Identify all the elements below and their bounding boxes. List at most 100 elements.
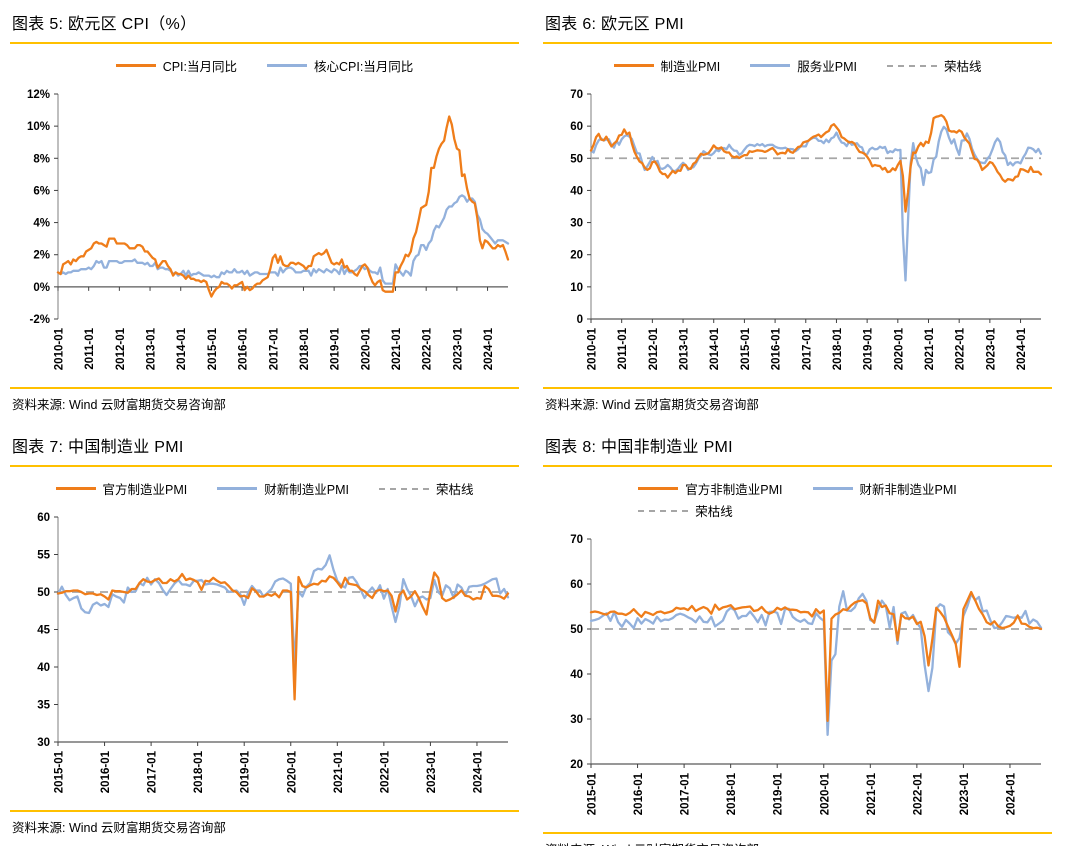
x-axis-tick-label: 2010-01 — [54, 327, 66, 370]
y-axis-tick-label: 30 — [570, 218, 583, 230]
figure5-title: 图表 5: 欧元区 CPI（%） — [12, 16, 197, 33]
panel-figure8: 图表 8: 中国非制造业 PMI 官方非制造业PMI 财新非制造业PMI 荣枯线 2… — [533, 423, 1066, 846]
x-axis-tick-label: 2021-01 — [866, 772, 878, 815]
figure6-chart: 0 10 20 30 40 50 60 70 2010-01 2011-01 2012-01 2013… — [543, 80, 1052, 387]
y-axis-tick-label: 6% — [33, 185, 50, 197]
series-line — [56, 194, 510, 285]
figure7-title-underline — [10, 465, 519, 467]
figure6-chart-canvas: 0 10 20 30 40 50 60 70 2010-01 2011-01 2012-01 2013… — [570, 89, 1043, 370]
figure8-source: 资料来源: Wind 云财富期货交易咨询部 — [543, 834, 1052, 846]
figure6-source: 资料来源: Wind 云财富期货交易咨询部 — [545, 398, 759, 412]
legend-row: CPI:当月同比 核心CPI:当月同比 — [115, 56, 413, 75]
legend-label: 官方非制造业PMI — [685, 483, 783, 497]
y-axis-tick-label: 0 — [577, 314, 583, 326]
figure5-chart: -2% 0% 2% 4% 6% 8% 10% 12% 2010-01 2011-01 2012-01… — [10, 80, 519, 387]
y-axis-tick-label: 55 — [37, 550, 50, 562]
y-axis-tick-label: 4% — [33, 218, 50, 230]
x-axis-tick-label: 2018-01 — [726, 772, 738, 815]
legend-item: 官方制造业PMI — [55, 479, 188, 498]
x-axis-tick-label: 2018-01 — [299, 327, 311, 370]
figure6-legend: 制造业PMI 服务业PMI 荣枯线 — [613, 53, 981, 78]
x-axis-tick-label: 2015-01 — [587, 772, 599, 815]
x-axis-tick-label: 2020-01 — [360, 327, 372, 370]
figure8-chart-canvas: 20 30 40 50 60 70 2015-01 2016-01 2017-01 2018-01… — [570, 534, 1043, 815]
y-axis-tick-label: 50 — [37, 587, 50, 599]
legend-item: 官方非制造业PMI — [638, 479, 783, 498]
legend-row: 制造业PMI 服务业PMI 荣枯线 — [613, 56, 981, 75]
x-axis-tick-label: 2014-01 — [709, 327, 721, 370]
figure8-title-underline — [543, 465, 1052, 467]
line-swatch — [115, 64, 156, 67]
x-axis-tick-label: 2017-01 — [147, 750, 159, 793]
x-axis-tick-label: 2024-01 — [472, 750, 484, 793]
x-axis-tick-label: 2019-01 — [330, 327, 342, 370]
line-swatch — [217, 487, 258, 490]
line-swatch — [750, 64, 791, 67]
x-axis-tick-label: 2021-01 — [391, 327, 403, 370]
y-axis-tick-label: 50 — [570, 153, 583, 165]
legend-label: 官方制造业PMI — [102, 483, 188, 497]
line-swatch — [613, 64, 654, 67]
y-axis-tick-label: -2% — [30, 314, 50, 326]
legend-item: 制造业PMI — [613, 56, 720, 75]
x-axis-tick-label: 2018-01 — [193, 750, 205, 793]
series-line — [589, 590, 1043, 722]
legend-row: 官方制造业PMI 财新制造业PMI 荣枯线 — [55, 479, 474, 498]
x-axis-tick-label: 2023-01 — [426, 750, 438, 793]
series-line — [56, 571, 510, 701]
y-axis-tick-label: 30 — [37, 737, 50, 749]
x-axis-tick-label: 2022-01 — [955, 327, 967, 370]
series-line — [589, 590, 1043, 736]
x-axis-tick-label: 2022-01 — [912, 772, 924, 815]
legend-item: 财新非制造业PMI — [812, 479, 957, 498]
figure5-legend: CPI:当月同比 核心CPI:当月同比 — [115, 53, 413, 78]
figure5-chart-canvas: -2% 0% 2% 4% 6% 8% 10% 12% 2010-01 2011-01 2012-01… — [27, 89, 510, 370]
panel-figure5: 图表 5: 欧元区 CPI（%） CPI:当月同比 核心CPI:当月同比 -2% 0… — [0, 0, 533, 423]
x-axis-tick-label: 2012-01 — [115, 327, 127, 370]
y-axis-tick-label: 12% — [27, 89, 50, 101]
legend-item: 服务业PMI — [750, 56, 857, 75]
x-axis-tick-label: 2015-01 — [54, 750, 66, 793]
x-axis-tick-label: 2024-01 — [1016, 327, 1028, 370]
y-axis-tick-label: 30 — [570, 714, 583, 726]
figure6-title: 图表 6: 欧元区 PMI — [545, 16, 685, 33]
series-line — [56, 115, 510, 298]
y-axis-tick-label: 50 — [570, 624, 583, 636]
figure6-source-rule — [543, 387, 1052, 389]
figure5-source-rule — [10, 387, 519, 389]
x-axis-tick-label: 2022-01 — [422, 327, 434, 370]
legend-label: 荣枯线 — [435, 483, 474, 497]
y-axis-tick-label: 20 — [570, 759, 583, 771]
dashed-line-swatch — [638, 509, 689, 512]
x-axis-tick-label: 2022-01 — [379, 750, 391, 793]
x-axis-tick-label: 2011-01 — [617, 327, 629, 369]
legend-item: 荣枯线 — [378, 479, 474, 498]
x-axis-tick-label: 2020-01 — [893, 327, 905, 370]
y-axis-tick-label: 60 — [570, 121, 583, 133]
x-axis-tick-label: 2024-01 — [483, 327, 495, 370]
figure5-source: 资料来源: Wind 云财富期货交易咨询部 — [12, 398, 226, 412]
x-axis-tick-label: 2013-01 — [679, 327, 691, 370]
x-axis-tick-label: 2019-01 — [863, 327, 875, 370]
x-axis-tick-label: 2016-01 — [633, 772, 645, 815]
y-axis-tick-label: 0% — [33, 282, 50, 294]
figure7-title: 图表 7: 中国制造业 PMI — [12, 439, 184, 456]
x-axis-tick-label: 2019-01 — [773, 772, 785, 815]
x-axis-tick-label: 2018-01 — [832, 327, 844, 370]
x-axis-tick-label: 2015-01 — [207, 327, 219, 370]
y-axis-tick-label: 2% — [33, 250, 50, 262]
y-axis-tick-label: 10% — [27, 121, 50, 133]
figure8-legend: 官方非制造业PMI 财新非制造业PMI 荣枯线 — [638, 476, 957, 523]
x-axis-tick-label: 2017-01 — [801, 327, 813, 370]
legend-label: 财新制造业PMI — [264, 483, 349, 497]
line-swatch — [55, 487, 96, 490]
x-axis-tick-label: 2014-01 — [176, 327, 188, 370]
panel-figure7: 图表 7: 中国制造业 PMI 官方制造业PMI 财新制造业PMI 荣枯线 30 35… — [0, 423, 533, 846]
y-axis-tick-label: 8% — [33, 153, 50, 165]
x-axis-tick-label: 2017-01 — [680, 772, 692, 815]
figure8-chart: 20 30 40 50 60 70 2015-01 2016-01 2017-01 2018-01… — [543, 525, 1052, 832]
figure7-source-rule — [10, 810, 519, 812]
x-axis-tick-label: 2020-01 — [819, 772, 831, 815]
x-axis-tick-label: 2017-01 — [268, 327, 280, 370]
